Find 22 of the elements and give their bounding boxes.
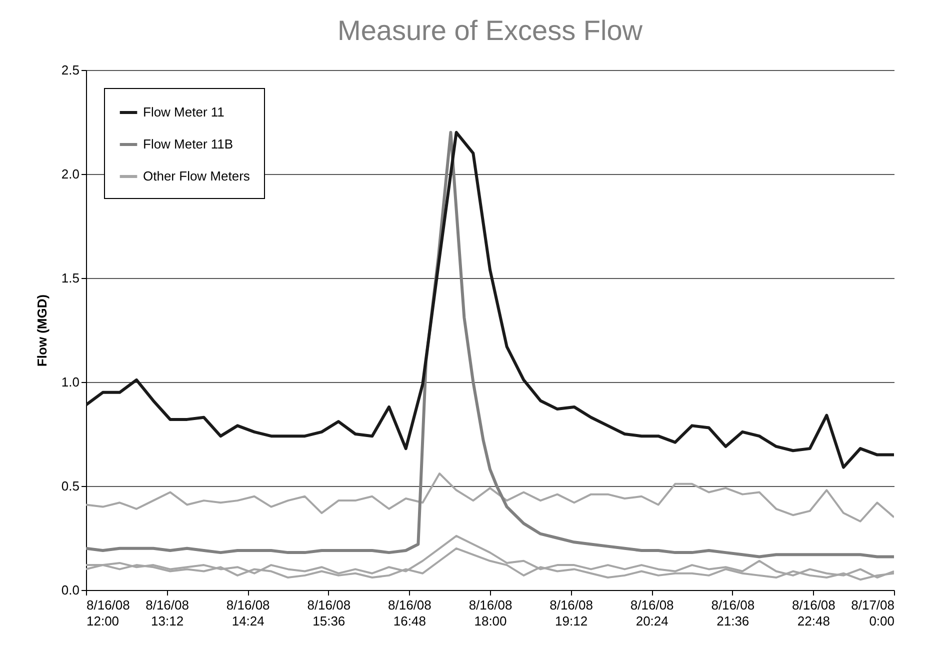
legend-label: Flow Meter 11 (143, 104, 224, 120)
legend-label: Flow Meter 11B (143, 136, 234, 152)
x-tick-label: 8/16/08 18:00 (468, 598, 512, 628)
legend-label: Other Flow Meters (143, 168, 250, 184)
y-axis-title: Flow (MGD) (34, 294, 50, 367)
y-tick-label: 0.0 (61, 582, 80, 598)
x-tick-label: 8/16/08 21:36 (711, 598, 755, 628)
y-tick-label: 1.5 (61, 270, 80, 286)
x-tick-label: 8/16/08 14:24 (226, 598, 270, 628)
x-tick-label: 8/16/08 20:24 (630, 598, 674, 628)
x-tick-label: 8/16/08 12:00 (86, 598, 130, 628)
y-tick-label: 0.5 (61, 478, 80, 494)
x-tick-label: 8/16/08 13:12 (146, 598, 189, 628)
y-tick-label: 1.0 (61, 374, 80, 390)
x-tick-label: 8/16/08 15:36 (307, 598, 351, 628)
x-tick-label: 8/16/08 22:48 (792, 598, 836, 628)
x-tick-label: 8/16/08 19:12 (550, 598, 593, 628)
chart-title: Measure of Excess Flow (338, 15, 644, 46)
x-tick-label: 8/16/08 16:48 (388, 598, 432, 628)
y-tick-label: 2.0 (61, 166, 80, 182)
x-tick-label: 8/17/08 0:00 (851, 598, 894, 628)
y-tick-label: 2.5 (61, 62, 80, 78)
